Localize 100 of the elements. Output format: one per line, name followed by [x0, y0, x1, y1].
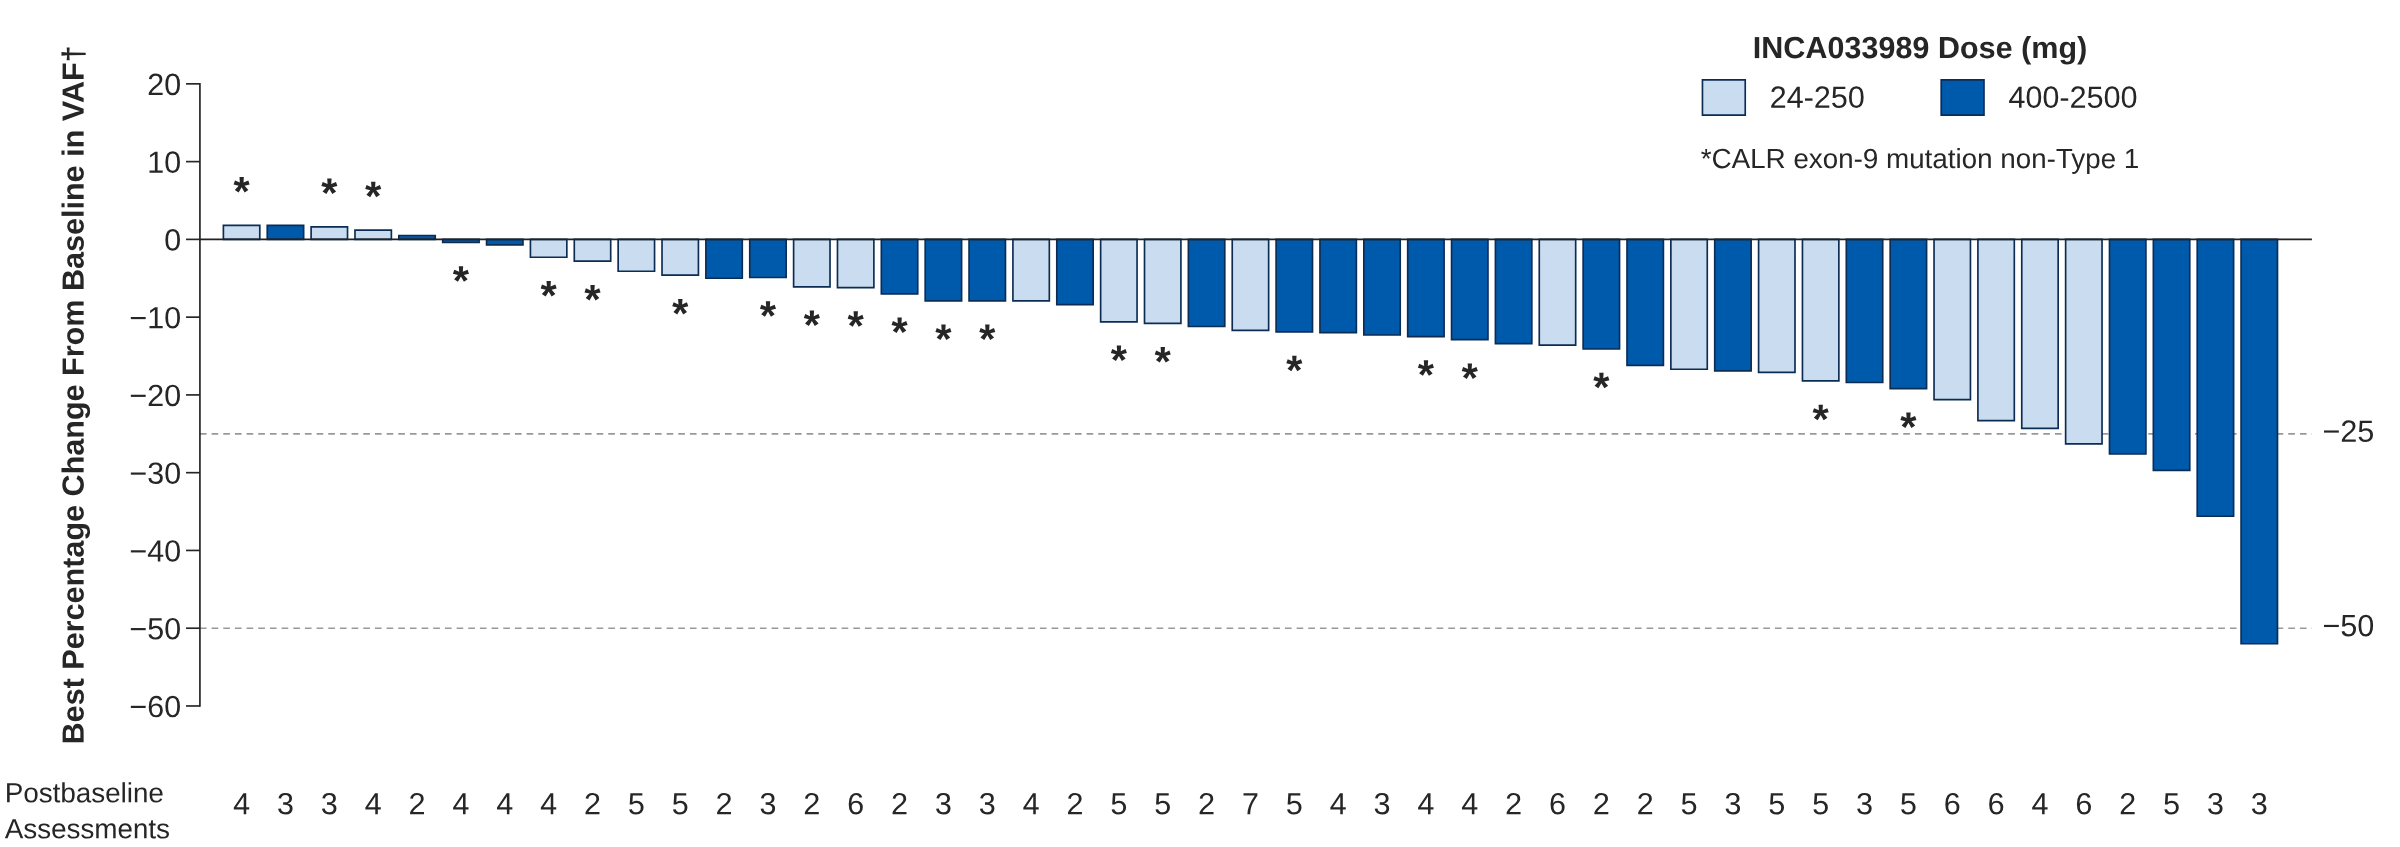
x-tick-label: 6	[1945, 792, 1960, 815]
x-tick-label: 3	[979, 792, 995, 815]
bar	[748, 238, 787, 279]
bar	[792, 238, 831, 288]
bar	[1099, 238, 1138, 323]
x-tick-label: 4	[1023, 793, 1039, 815]
x-tick-label: 4	[2032, 793, 2048, 815]
annotation: *CALR exon-9 mutation non-Type 1	[1701, 147, 2138, 174]
x-tick-label: 3	[1374, 792, 1390, 815]
bar	[573, 238, 612, 262]
x-tick-label: 5	[1813, 793, 1828, 815]
ref-line-label: −25	[2323, 420, 2374, 442]
annotation: *	[1593, 372, 1610, 389]
x-tick-label: 2	[1594, 792, 1609, 815]
annotation: *	[759, 301, 777, 317]
x-tick-label: 6	[848, 792, 863, 815]
legend-label: 400-2500	[2009, 86, 2137, 108]
bar	[880, 238, 919, 295]
bar	[1450, 238, 1489, 341]
annotation: *	[1286, 355, 1303, 372]
bar	[617, 238, 656, 273]
bar	[705, 238, 744, 280]
bar	[2064, 238, 2103, 445]
annotation: *	[1461, 363, 1478, 379]
x-tick-label: 3	[278, 792, 293, 815]
annotation: *	[452, 266, 469, 282]
bar	[1713, 238, 1752, 372]
bar	[1012, 238, 1051, 302]
bar	[1670, 238, 1709, 371]
x-tick-label: 2	[585, 792, 600, 815]
x-tick-label: 4	[540, 793, 557, 815]
annotation: *	[1812, 404, 1829, 421]
x-tick-label: 2	[804, 792, 819, 815]
x-tick-label: 4	[496, 793, 513, 815]
annotation: *	[233, 176, 250, 193]
x-tick-label: 2	[410, 792, 424, 815]
x-tick-label: 6	[2076, 792, 2091, 815]
x-tick-label: 2	[2120, 792, 2135, 815]
bar	[661, 238, 700, 276]
x-tick-label: 4	[1418, 793, 1434, 815]
x-tick-label: 7	[1243, 793, 1258, 815]
x-tick-label: 5	[2164, 793, 2179, 815]
x-tick-label: 3	[1725, 792, 1741, 815]
x-tick-label: 2	[1068, 792, 1082, 815]
bar	[1231, 238, 1270, 332]
y-axis-title: Best Percentage Change From Baseline in VAF†	[61, 47, 91, 743]
annotation: *	[847, 311, 864, 327]
y-tick-label: −50	[130, 617, 180, 640]
annotation: *	[672, 298, 689, 315]
bar	[1757, 238, 1796, 374]
bar	[1055, 238, 1095, 306]
bar	[2196, 238, 2235, 518]
x-axis-title: Postbaseline Assessments	[4, 782, 169, 839]
x-tick-label: 3	[2208, 792, 2223, 815]
bar	[1933, 238, 1972, 401]
x-tick-label: 2	[1506, 792, 1521, 815]
bar	[2152, 238, 2191, 472]
x-tick-label: 3	[936, 792, 951, 815]
y-tick-label: −60	[130, 695, 180, 718]
bar	[1143, 238, 1182, 325]
x-tick-label: 2	[1199, 792, 1214, 815]
x-tick-label: 5	[1681, 793, 1697, 815]
bar	[1626, 238, 1665, 367]
bar	[1406, 238, 1445, 338]
x-tick-label: 4	[1330, 793, 1346, 815]
x-tick-label: 4	[365, 793, 381, 815]
annotation: *	[935, 324, 952, 341]
bar	[1187, 238, 1226, 328]
annotation: *	[891, 317, 908, 334]
bar	[1845, 238, 1884, 384]
legend-title: INCA033989 Dose (mg)	[1754, 35, 2086, 65]
annotation: *	[1417, 360, 1434, 376]
y-tick-label: 10	[149, 151, 180, 173]
x-tick-label: 5	[1287, 793, 1302, 815]
bar	[1889, 238, 1928, 390]
annotation: *	[584, 284, 601, 301]
bar	[2108, 238, 2147, 455]
bar	[1319, 238, 1358, 334]
bar	[2020, 238, 2060, 430]
bar	[1362, 238, 1402, 336]
y-tick-label: 0	[165, 229, 180, 251]
x-tick-label: 5	[1155, 793, 1170, 815]
bar	[2240, 238, 2279, 645]
y-tick-label: −10	[130, 306, 180, 329]
x-tick-label: 5	[1111, 793, 1127, 815]
annotation: *	[979, 324, 996, 341]
annotation: *	[1154, 347, 1171, 363]
annotation: *	[803, 310, 820, 327]
x-tick-label: 6	[1550, 792, 1565, 815]
legend-label: 24-250	[1771, 86, 1864, 108]
x-tick-label: 5	[672, 793, 688, 815]
annotation: *	[321, 178, 338, 195]
x-tick-label: 3	[321, 792, 337, 815]
annotation: *	[365, 181, 382, 198]
x-tick-label: 5	[1769, 793, 1785, 815]
bar	[529, 238, 568, 259]
x-tick-label: 6	[1989, 792, 2004, 815]
x-tick-label: 2	[892, 792, 907, 815]
x-tick-label: 5	[1901, 793, 1916, 815]
bar	[836, 238, 875, 289]
